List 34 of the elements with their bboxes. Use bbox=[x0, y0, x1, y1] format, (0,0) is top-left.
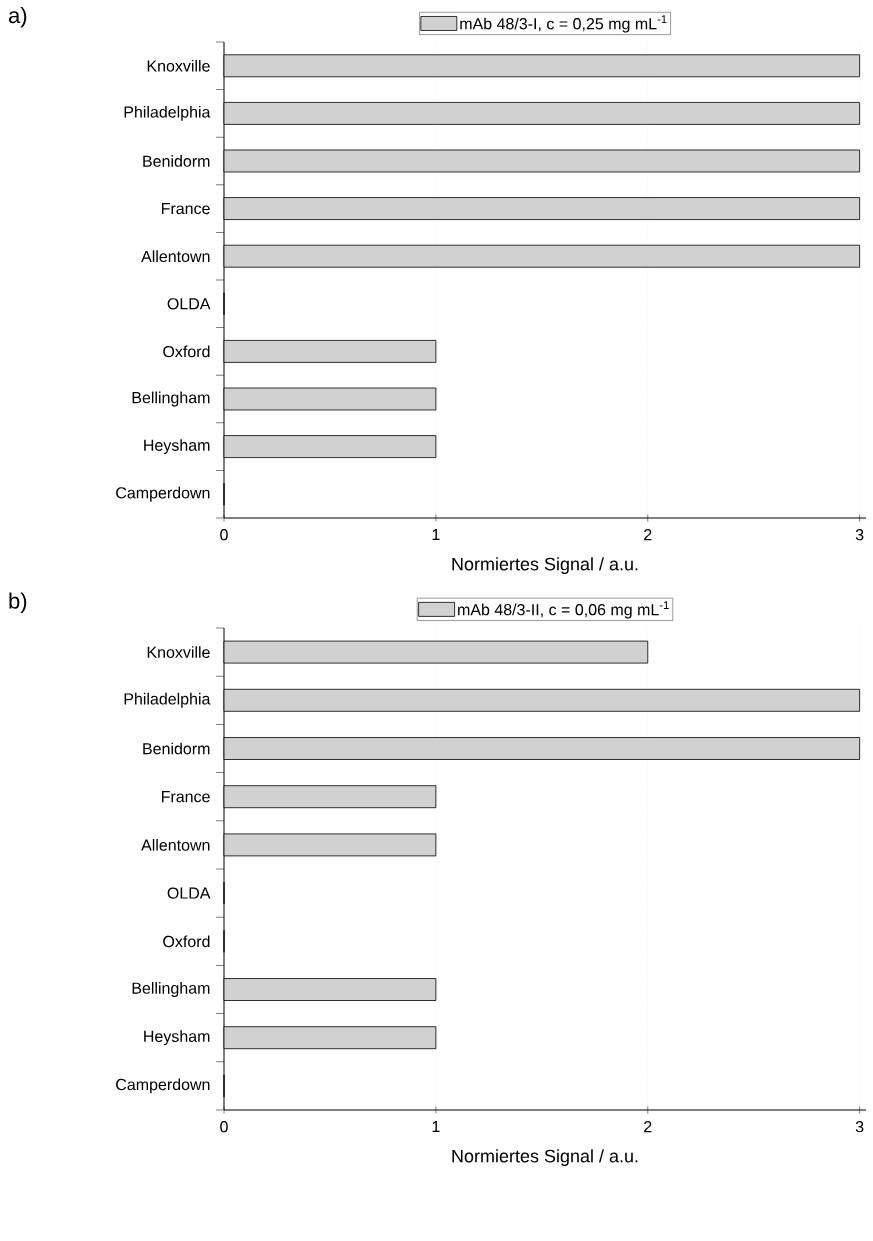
x-tick-label: 0 bbox=[220, 1121, 228, 1133]
y-tick-label: Benidorm bbox=[143, 742, 210, 755]
y-tick-label: France bbox=[161, 791, 210, 803]
x-tick-label: 1 bbox=[432, 529, 440, 541]
y-tick-label: Allentown bbox=[141, 250, 210, 263]
legend-label: mAb 48/3-I, c = 0,25 mg mL$^{-1}$ bbox=[460, 15, 667, 33]
y-tick-label: Philadelphia bbox=[124, 692, 211, 708]
y-tick-label: OLDA bbox=[167, 298, 211, 310]
x-axis-title: Normiertes Signal / a.u. bbox=[452, 1149, 638, 1166]
y-tick-label: Allentown bbox=[141, 839, 210, 851]
y-tick-label: Philadelphia bbox=[124, 105, 211, 121]
x-tick-label: 3 bbox=[855, 529, 864, 541]
y-tick-label: Oxford bbox=[163, 345, 210, 358]
x-tick-label: 3 bbox=[855, 1121, 864, 1133]
x-axis-title: Normiertes Signal / a.u. bbox=[452, 557, 638, 574]
y-tick-label: Bellingham bbox=[132, 982, 210, 997]
y-tick-label: Heysham bbox=[144, 439, 210, 455]
y-tick-label: Knoxville bbox=[147, 59, 210, 72]
y-tick-label: Heysham bbox=[144, 1030, 210, 1046]
y-tick-label: Camperdown bbox=[116, 486, 210, 502]
y-tick-label: Benidorm bbox=[143, 155, 210, 167]
y-tick-label: OLDA bbox=[167, 887, 211, 899]
x-tick-label: 0 bbox=[220, 529, 228, 541]
y-tick-label: Camperdown bbox=[116, 1078, 210, 1094]
x-tick-label: 2 bbox=[644, 529, 652, 541]
y-tick-label: France bbox=[161, 203, 210, 215]
text: b) bbox=[9, 592, 27, 614]
x-tick-label: 2 bbox=[644, 1121, 652, 1133]
x-tick-label: 1 bbox=[432, 1121, 440, 1133]
y-tick-label: Oxford bbox=[163, 935, 210, 948]
legend-label: mAb 48/3-II, c = 0,06 mg mL$^{-1}$ bbox=[458, 601, 669, 619]
text: a) bbox=[8, 7, 27, 28]
y-tick-label: Bellingham bbox=[132, 391, 210, 407]
y-tick-label: Knoxville bbox=[147, 646, 210, 658]
